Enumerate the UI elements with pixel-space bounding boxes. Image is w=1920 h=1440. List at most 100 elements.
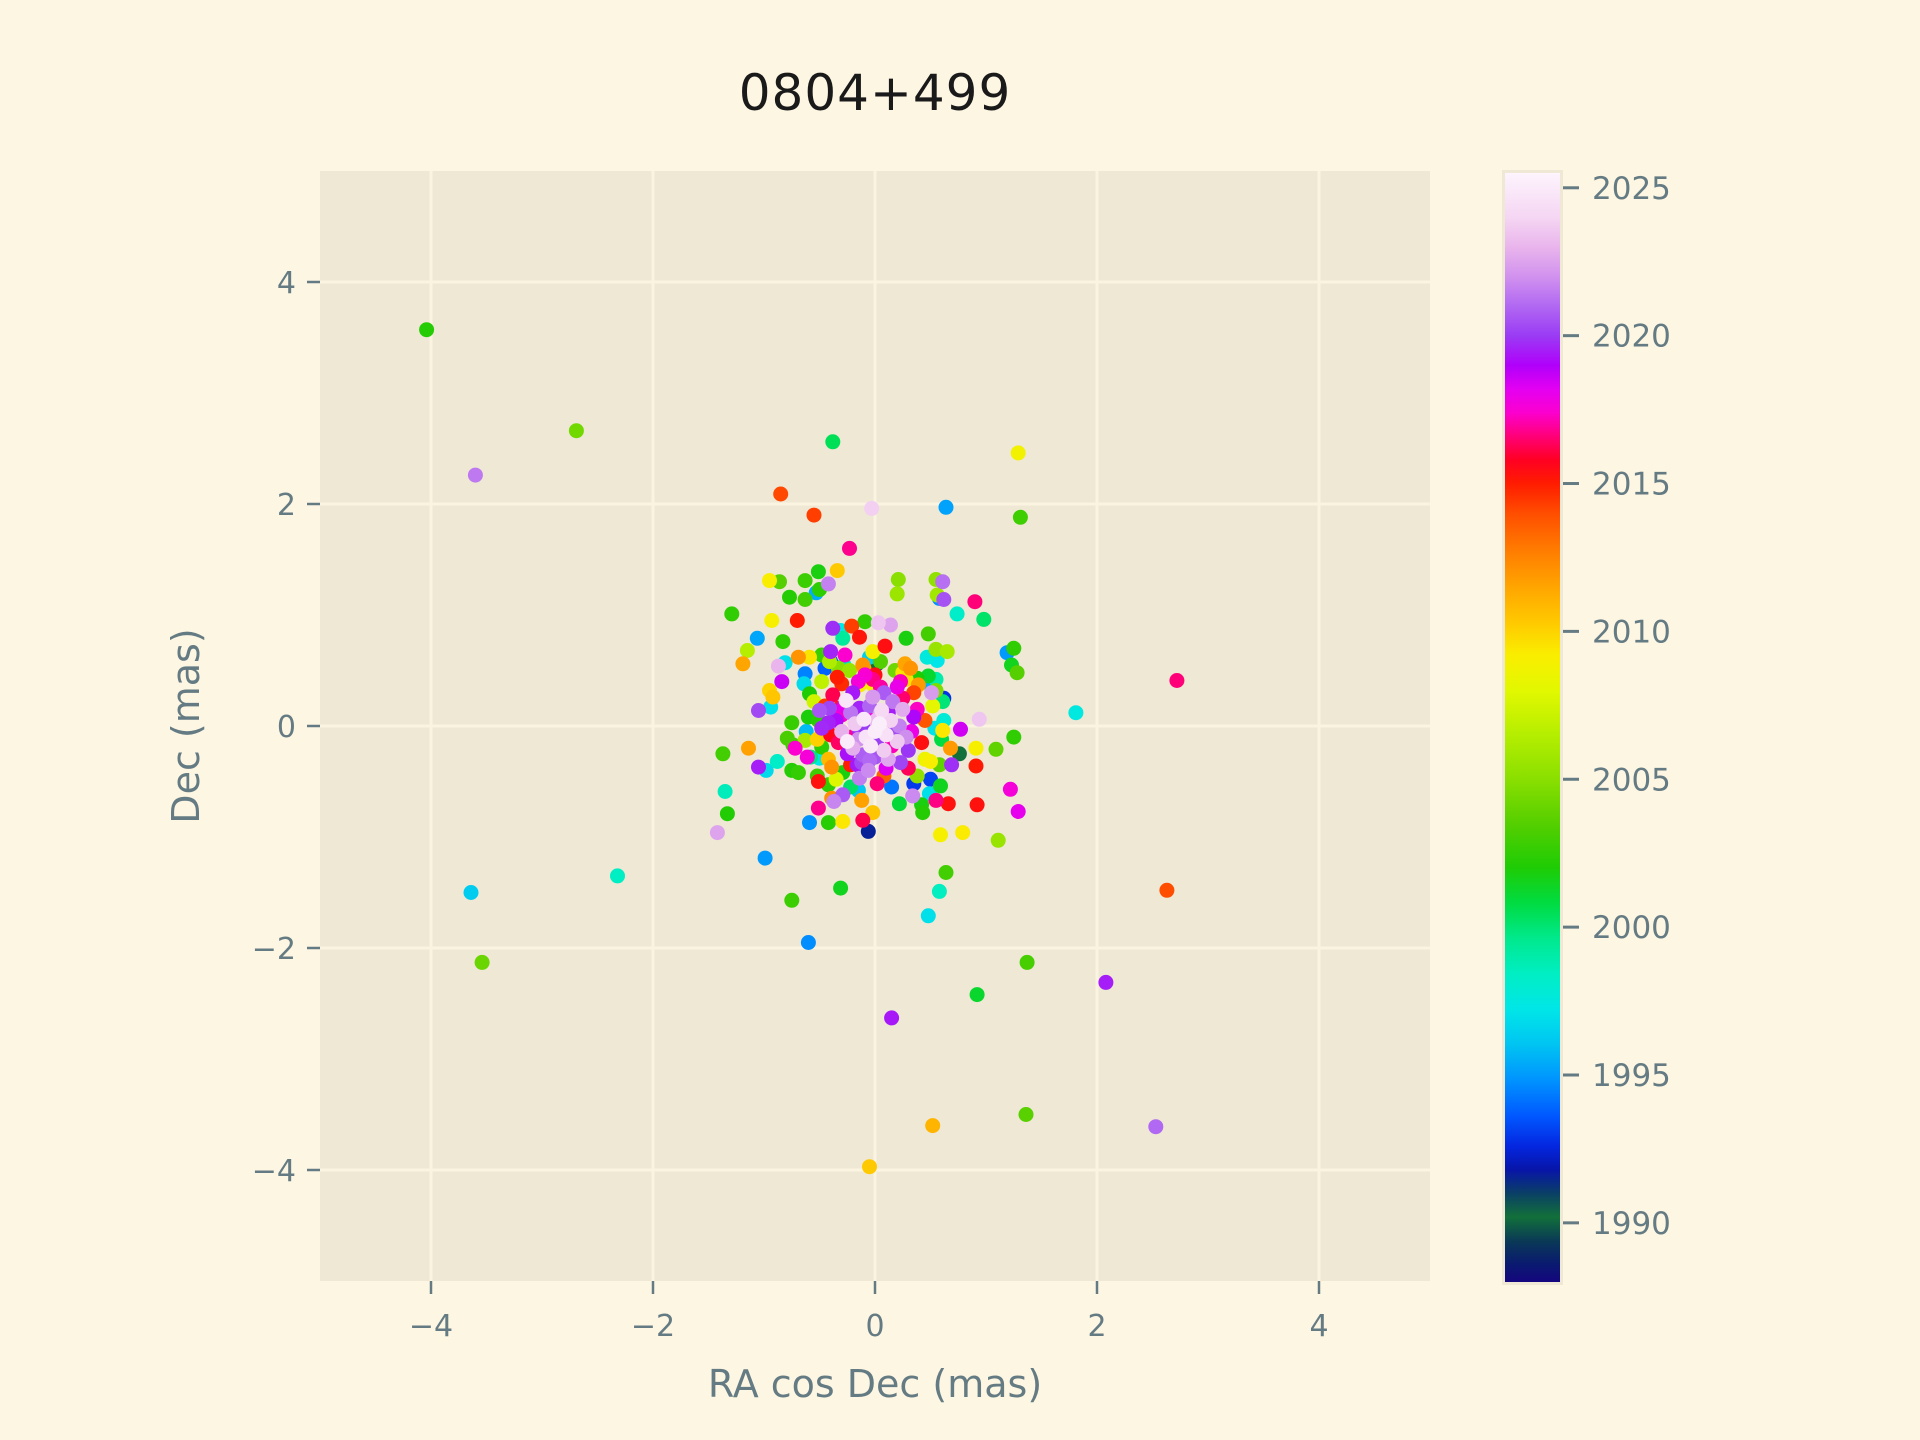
data-point <box>1098 974 1114 990</box>
data-point <box>968 740 984 756</box>
data-point <box>1002 781 1018 797</box>
data-point <box>790 649 806 665</box>
data-point <box>969 797 985 813</box>
data-point <box>789 613 805 628</box>
data-point <box>938 865 954 880</box>
data-point <box>895 701 911 717</box>
y-tick-label: 4 <box>277 266 296 301</box>
data-point <box>825 687 841 703</box>
data-point <box>906 709 922 725</box>
data-point <box>938 499 954 515</box>
data-point <box>920 908 936 924</box>
data-point <box>835 630 851 646</box>
colorbar-tick-label: 2000 <box>1592 910 1671 946</box>
data-point <box>940 796 956 812</box>
data-point <box>724 606 740 622</box>
data-point <box>774 674 790 690</box>
data-point <box>855 812 871 828</box>
data-point <box>968 758 984 774</box>
y-tick-label: −2 <box>252 932 296 967</box>
x-tick-label: −4 <box>409 1309 453 1344</box>
data-point <box>923 754 938 769</box>
data-point <box>884 779 900 795</box>
data-point <box>852 629 867 645</box>
data-point <box>824 759 840 775</box>
data-point <box>610 868 625 884</box>
data-point <box>825 620 841 636</box>
data-point <box>812 703 827 718</box>
data-point <box>810 564 826 580</box>
data-point <box>898 630 914 646</box>
data-point <box>800 935 816 950</box>
colorbar-tick-label: 2025 <box>1592 171 1671 207</box>
data-point <box>889 734 905 749</box>
data-point <box>865 689 881 705</box>
data-point <box>863 738 879 754</box>
data-point <box>826 794 842 809</box>
data-point <box>857 614 873 630</box>
data-point <box>1169 673 1185 688</box>
data-point <box>1010 445 1026 461</box>
data-point <box>810 800 826 816</box>
data-point <box>883 617 898 633</box>
data-point <box>823 644 839 660</box>
data-point <box>953 721 968 737</box>
y-axis-label: Dec (mas) <box>164 628 208 824</box>
colorbar <box>1505 173 1560 1282</box>
data-point <box>905 788 921 804</box>
data-point <box>877 638 893 654</box>
x-tick-label: 4 <box>1309 1309 1328 1344</box>
data-point <box>900 742 916 758</box>
data-point <box>799 749 815 765</box>
data-point <box>864 500 880 516</box>
data-point <box>765 689 781 705</box>
data-point <box>967 594 983 610</box>
data-point <box>829 669 845 685</box>
data-point <box>797 573 813 589</box>
data-point <box>762 573 777 589</box>
data-point <box>870 615 886 631</box>
x-tick-label: 2 <box>1087 1309 1106 1344</box>
data-point <box>955 825 971 841</box>
data-point <box>890 572 906 587</box>
data-point <box>757 850 773 866</box>
colorbar-tick-label: 2010 <box>1592 614 1671 650</box>
data-point <box>787 740 803 756</box>
data-point <box>891 796 907 812</box>
y-tick-label: −4 <box>252 1154 296 1189</box>
data-point <box>860 762 876 778</box>
data-point <box>764 613 780 628</box>
data-point <box>924 685 940 701</box>
data-point <box>969 987 985 1003</box>
x-tick-label: −2 <box>631 1309 675 1344</box>
colorbar-tick-label: 2015 <box>1592 467 1671 503</box>
data-point <box>935 574 951 590</box>
data-point <box>797 592 813 607</box>
data-point <box>860 823 876 839</box>
data-point <box>784 715 800 731</box>
data-point <box>741 740 756 756</box>
colorbar-tick-label: 1995 <box>1592 1058 1671 1094</box>
data-point <box>820 815 836 831</box>
data-point <box>814 674 830 690</box>
colorbar-tick-label: 2020 <box>1592 319 1671 355</box>
data-point <box>935 722 951 738</box>
data-point <box>931 883 947 899</box>
data-point <box>856 711 872 727</box>
data-point <box>842 540 857 556</box>
data-point <box>719 806 735 822</box>
data-point <box>971 711 987 727</box>
data-point <box>739 643 755 658</box>
x-axis-label: RA cos Dec (mas) <box>707 1362 1043 1406</box>
data-point <box>1019 954 1035 970</box>
data-point <box>828 771 844 787</box>
data-point <box>735 656 751 672</box>
data-point <box>990 832 1006 848</box>
plot-title: 0804+499 <box>738 64 1012 122</box>
data-point <box>829 563 845 579</box>
colorbar-tick-label: 1990 <box>1592 1206 1671 1242</box>
data-point <box>876 742 892 758</box>
data-point <box>751 759 766 775</box>
data-point <box>933 778 948 794</box>
